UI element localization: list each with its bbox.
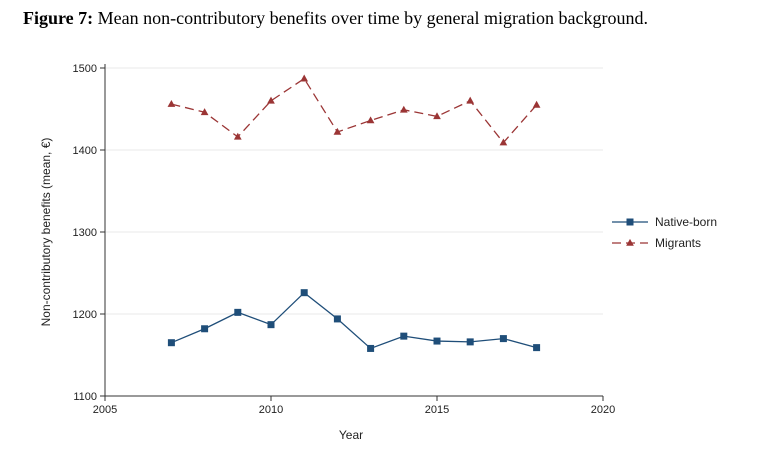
legend-marker-migrants <box>626 238 634 246</box>
legend-entry-native-born: Native-born <box>612 215 717 229</box>
data-point-native-born <box>466 338 474 346</box>
data-point-native-born <box>201 325 209 333</box>
data-point-migrants <box>366 116 375 124</box>
y-tick-label: 1100 <box>73 391 97 403</box>
data-point-native-born <box>167 339 175 347</box>
x-tick-label: 2005 <box>93 404 117 416</box>
data-point-migrants <box>499 138 508 146</box>
data-point-native-born <box>333 315 341 323</box>
data-point-migrants <box>300 74 309 82</box>
legend-marker-native-born <box>626 218 634 226</box>
legend: Native-born Migrants <box>612 215 717 250</box>
series-line-migrants <box>171 77 538 144</box>
data-point-migrants <box>433 112 441 120</box>
data-point-native-born <box>400 332 408 340</box>
data-point-migrants <box>333 127 342 135</box>
legend-label-native-born: Native-born <box>655 215 717 229</box>
data-point-native-born <box>267 321 275 329</box>
data-point-migrants <box>233 132 242 140</box>
series-native-born <box>167 289 541 352</box>
data-point-migrants <box>200 108 209 116</box>
data-point-native-born <box>300 289 308 297</box>
data-point-native-born <box>499 335 507 343</box>
grid-lines <box>105 67 603 397</box>
data-point-migrants <box>466 96 475 104</box>
data-point-native-born <box>367 344 375 352</box>
data-point-migrants <box>267 96 275 104</box>
y-tick-label: 1500 <box>73 63 97 75</box>
legend-label-migrants: Migrants <box>655 236 701 250</box>
x-tick-label: 2015 <box>425 404 449 416</box>
legend-entry-migrants: Migrants <box>612 236 701 250</box>
x-axis-title: Year <box>339 428 363 442</box>
y-axis-title: Non-contributory benefits (mean, €) <box>39 138 53 327</box>
figure-caption: Figure 7: Mean non-contributory benefits… <box>23 8 743 29</box>
data-point-migrants <box>399 105 408 113</box>
data-point-native-born <box>533 344 541 352</box>
y-tick-label: 1200 <box>73 309 97 321</box>
y-tick-label: 1400 <box>73 145 97 157</box>
axes: 1100 1200 1300 1400 1500 2005 2010 2015 2020 Year… <box>39 63 615 442</box>
series-migrants <box>167 74 541 146</box>
data-point-migrants <box>167 99 176 107</box>
y-tick-label: 1300 <box>73 227 97 239</box>
data-point-native-born <box>234 308 242 316</box>
figure-title: Mean non-contributory benefits over time… <box>97 8 648 28</box>
figure-label: Figure 7: <box>23 8 94 28</box>
x-tick-label: 2020 <box>591 404 615 416</box>
data-point-migrants <box>532 100 541 108</box>
data-point-native-born <box>433 337 441 345</box>
x-tick-label: 2010 <box>259 404 283 416</box>
series-line-native-born <box>171 291 537 350</box>
series-group <box>167 74 541 352</box>
